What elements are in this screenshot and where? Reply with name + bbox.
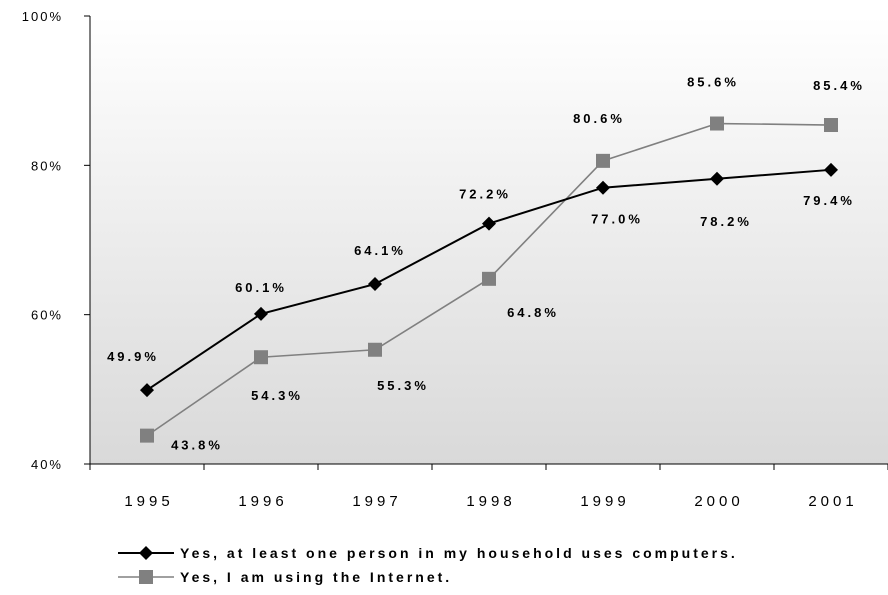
data-label: 78.2% xyxy=(700,214,752,229)
plot-area xyxy=(90,16,888,464)
data-label: 64.8% xyxy=(507,305,559,320)
data-point xyxy=(368,277,382,292)
data-label: 49.9% xyxy=(107,349,159,364)
x-tick-label: 2001 xyxy=(808,493,857,510)
data-point xyxy=(140,428,154,443)
legend-entry: Yes, at least one person in my household… xyxy=(118,545,738,561)
data-labels: 49.9% 60.1% 64.1% 72.2% 77.0% 78.2% 79.4% 43.8%… xyxy=(107,75,865,453)
x-tick-label: 1995 xyxy=(124,493,173,510)
x-tick-label: 1997 xyxy=(352,493,401,510)
legend-marker xyxy=(139,570,153,584)
y-tick-label: 40% xyxy=(31,457,63,472)
legend-marker xyxy=(139,546,153,560)
data-point xyxy=(596,153,610,168)
data-label: 55.3% xyxy=(377,378,429,393)
x-tick-label: 1999 xyxy=(580,493,629,510)
data-point xyxy=(596,180,610,195)
data-label: 77.0% xyxy=(591,212,643,227)
data-label: 85.6% xyxy=(687,75,739,90)
y-tick-label: 100% xyxy=(22,9,63,24)
x-tick-label: 2000 xyxy=(694,493,743,510)
data-point xyxy=(710,171,724,186)
legend: Yes, at least one person in my household… xyxy=(118,545,738,585)
data-point xyxy=(482,216,496,231)
legend-label: Yes, I am using the Internet. xyxy=(180,569,452,585)
data-label: 85.4% xyxy=(813,78,865,93)
data-label: 80.6% xyxy=(573,111,625,126)
axes: 40% 60% 80% 100% 1995 1996 1997 1998 1999 2000 200… xyxy=(22,9,888,510)
y-tick-label: 60% xyxy=(31,308,63,323)
legend-entry: Yes, I am using the Internet. xyxy=(118,569,452,585)
y-tick-label: 80% xyxy=(31,158,63,173)
data-point xyxy=(482,271,496,286)
series-computers xyxy=(140,162,838,398)
data-label: 60.1% xyxy=(235,280,287,295)
series-internet xyxy=(140,116,838,443)
data-point xyxy=(368,342,382,357)
x-tick-label: 1996 xyxy=(238,493,287,510)
series-layer xyxy=(140,116,838,443)
data-label: 79.4% xyxy=(803,193,855,208)
data-point xyxy=(710,116,724,131)
data-label: 72.2% xyxy=(459,187,511,202)
data-point xyxy=(824,118,838,133)
data-label: 54.3% xyxy=(251,388,303,403)
data-label: 43.8% xyxy=(171,438,223,453)
legend-label: Yes, at least one person in my household… xyxy=(180,545,738,561)
data-point xyxy=(254,306,268,321)
data-point xyxy=(140,383,154,398)
x-tick-label: 1998 xyxy=(466,493,515,510)
data-point xyxy=(824,162,838,177)
data-label: 64.1% xyxy=(354,243,406,258)
data-point xyxy=(254,350,268,365)
